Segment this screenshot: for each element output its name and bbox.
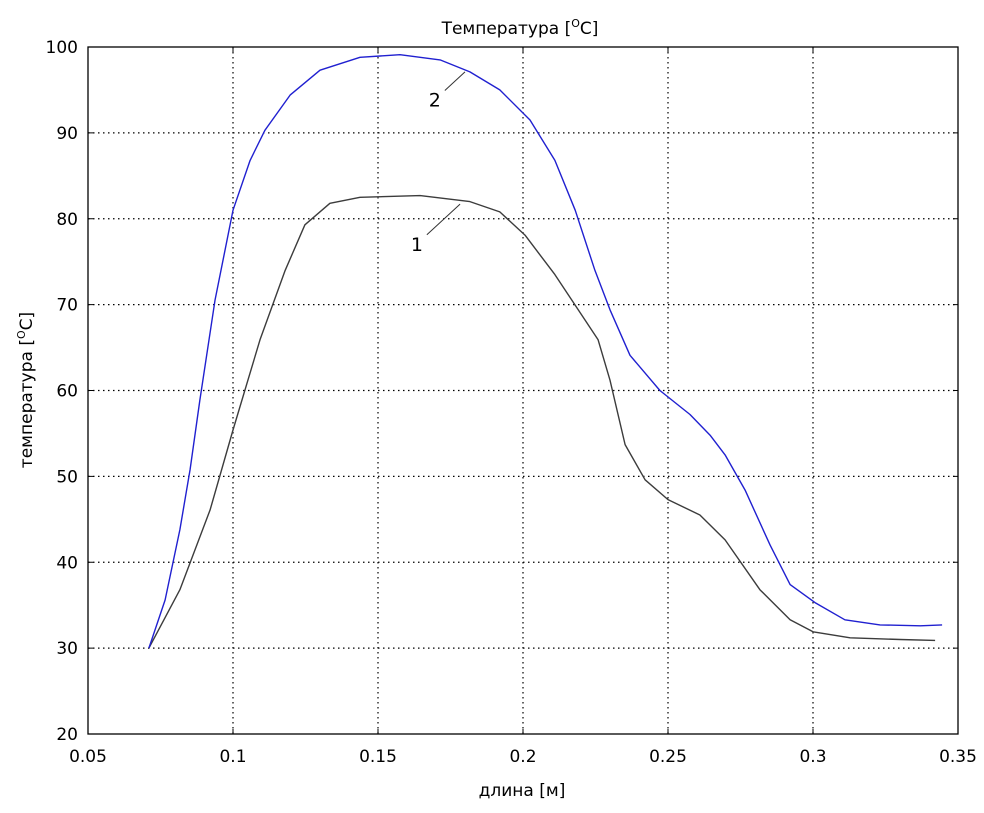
series-lines: 12 bbox=[148, 54, 943, 649]
y-tick-label: 80 bbox=[56, 210, 78, 230]
series-2-label: 2 bbox=[429, 90, 441, 112]
chart-title: Температура [OC] bbox=[441, 17, 599, 39]
x-tick-label: 0.15 bbox=[359, 747, 397, 767]
y-tick-label: 70 bbox=[56, 296, 78, 316]
series-1-line bbox=[148, 194, 936, 649]
series-1-leader bbox=[426, 203, 461, 236]
y-tick-label: 90 bbox=[56, 124, 78, 144]
x-tick-label: 0.2 bbox=[509, 747, 536, 767]
y-tick-label: 100 bbox=[46, 38, 78, 58]
x-tick-label: 0.3 bbox=[799, 747, 826, 767]
y-tick-label: 50 bbox=[56, 467, 78, 487]
x-tick-label: 0.1 bbox=[219, 747, 246, 767]
y-tick-label: 30 bbox=[56, 639, 78, 659]
y-tick-label: 20 bbox=[56, 725, 78, 745]
y-tick-label: 40 bbox=[56, 553, 78, 573]
x-tick-label: 0.35 bbox=[939, 747, 977, 767]
x-tick-label: 0.05 bbox=[69, 747, 107, 767]
series-1-label: 1 bbox=[411, 234, 423, 256]
series-2-line bbox=[148, 54, 943, 649]
y-axis-label: температура [OC] bbox=[15, 312, 37, 468]
grid bbox=[88, 47, 958, 734]
y-tick-label: 60 bbox=[56, 382, 78, 402]
x-tick-label: 0.25 bbox=[649, 747, 687, 767]
x-axis-label: длина [м] bbox=[479, 781, 566, 801]
series-2-leader bbox=[444, 71, 466, 91]
ticks: 0.05 0.1 0.15 0.2 0.25 0.3 0.35 20 30 40 50 60 70 80 9… bbox=[46, 38, 977, 767]
